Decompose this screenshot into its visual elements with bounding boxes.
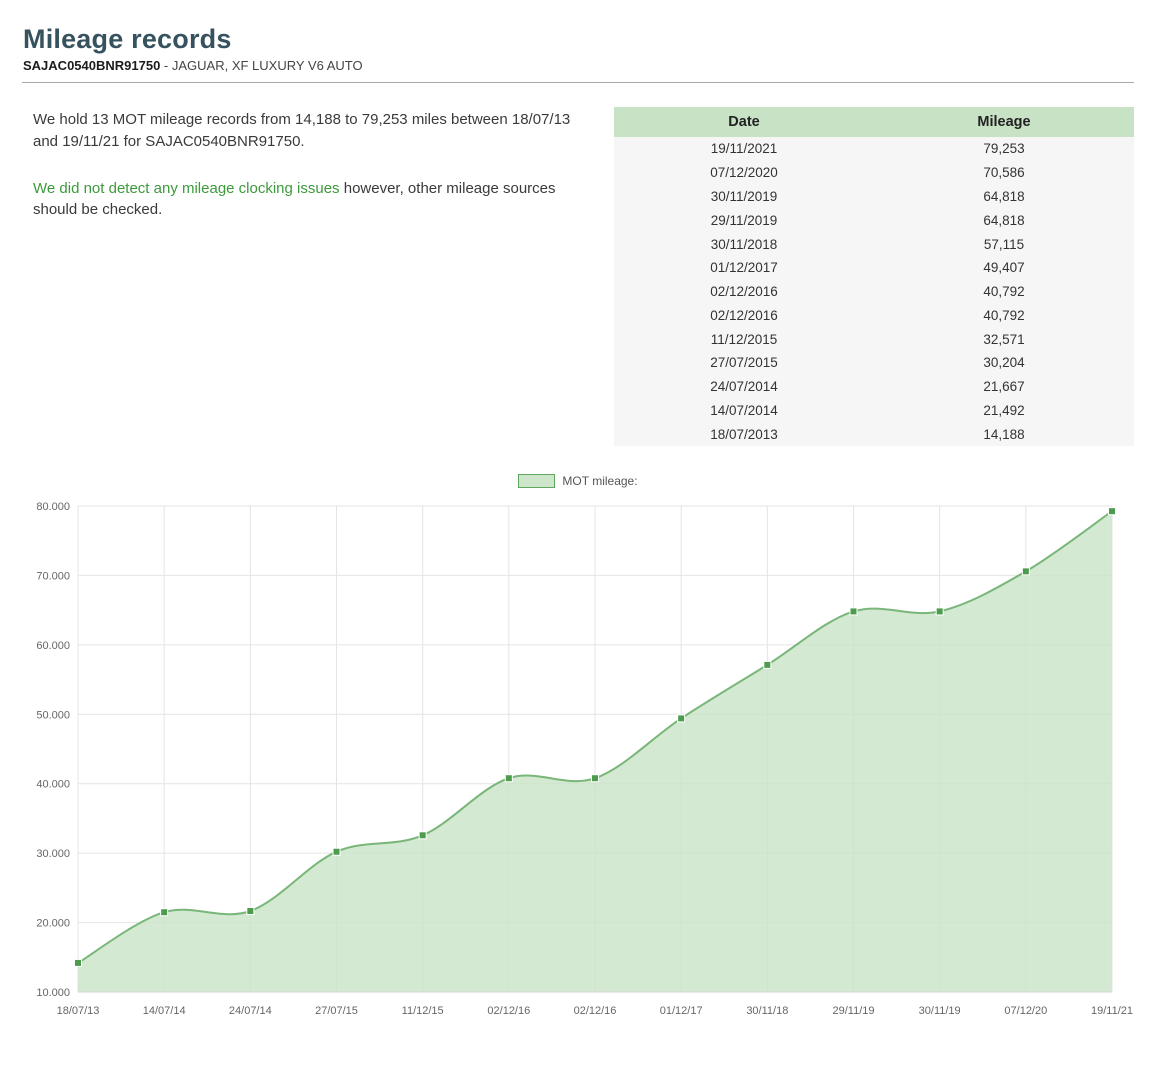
mileage-cell: 64,818 [983,212,1025,228]
mileage-cell: 57,115 [983,236,1025,252]
chart-point-marker[interactable] [1021,567,1030,576]
date-column-header: Date [614,107,874,137]
chart-point-marker[interactable] [1108,507,1116,516]
date-cell: 02/12/2016 [710,284,778,300]
mileage-cell: 21,667 [983,379,1025,395]
x-axis-tick-label: 14/07/14 [143,1005,186,1017]
table-row: 07/12/2020 70,586 [614,161,1134,185]
date-cell: 11/12/2015 [710,331,778,347]
x-axis-tick-label: 19/11/21 [1091,1005,1133,1017]
summary-text-block: We hold 13 MOT mileage records from 14,1… [22,107,578,221]
x-axis-tick-label: 02/12/16 [487,1005,530,1017]
chart-point-marker[interactable] [849,607,858,616]
x-axis-tick-label: 29/11/19 [832,1005,874,1017]
chart-point-marker[interactable] [332,847,341,856]
date-cell: 02/12/2016 [710,307,778,323]
x-axis-tick-label: 18/07/13 [57,1005,100,1017]
vehicle-description: - JAGUAR, XF LUXURY V6 AUTO [160,58,363,73]
date-cell: 14/07/2014 [710,402,778,418]
mileage-cell: 40,792 [983,307,1025,323]
y-axis-tick-label: 70.000 [36,571,70,583]
date-cell: 30/11/2019 [710,188,778,204]
table-row: 14/07/2014 21,492 [614,399,1134,423]
mileage-cell: 49,407 [983,260,1025,276]
y-axis-tick-label: 80.000 [36,501,70,513]
table-row: 02/12/2016 40,792 [614,280,1134,304]
mileage-cell: 79,253 [983,141,1025,157]
mileage-cell: 64,818 [983,188,1025,204]
clocking-status-text: We did not detect any mileage clocking i… [33,178,578,222]
table-row: 30/11/2019 64,818 [614,185,1134,209]
chart-point-marker[interactable] [591,774,599,783]
y-axis-tick-label: 40.000 [36,779,70,791]
y-axis-tick-label: 60.000 [36,640,70,652]
mileage-table-wrap: Date Mileage 19/11/2021 79,253 07/12/2020 7… [614,107,1134,447]
chart-point-marker[interactable] [74,959,82,968]
date-cell: 29/11/2019 [710,212,778,228]
date-cell: 07/12/2020 [710,165,778,181]
mileage-column-header: Mileage [874,107,1134,137]
table-row: 30/11/2018 57,115 [614,232,1134,256]
x-axis-tick-label: 11/12/15 [402,1005,444,1017]
date-cell: 24/07/2014 [710,379,778,395]
x-axis-tick-label: 07/12/20 [1004,1005,1047,1017]
mileage-chart-svg: 10.000 20.000 30.000 40.000 50.000 60.000 70.0… [36,501,1133,1017]
mileage-table: Date Mileage 19/11/2021 79,253 07/12/2020 7… [614,107,1134,447]
chart-point-marker[interactable] [677,714,686,723]
chart-point-marker[interactable] [763,661,772,670]
table-row: 27/07/2015 30,204 [614,351,1134,375]
x-axis-tick-label: 24/07/14 [229,1005,272,1017]
vehicle-subtitle: SAJAC0540BNR91750 - JAGUAR, XF LUXURY V6… [23,58,1134,73]
table-row: 01/12/2017 49,407 [614,256,1134,280]
mileage-cell: 21,492 [983,402,1025,418]
table-row: 18/07/2013 14,188 [614,422,1134,446]
date-cell: 27/07/2015 [710,355,778,371]
date-cell: 18/07/2013 [710,426,778,442]
y-axis-tick-label: 20.000 [36,918,70,930]
mileage-cell: 14,188 [983,426,1025,442]
chart-point-marker[interactable] [160,908,169,917]
mileage-cell: 40,792 [983,284,1025,300]
date-cell: 01/12/2017 [710,260,778,276]
chart-point-marker[interactable] [935,607,944,616]
page-title: Mileage records [23,24,232,54]
header-divider [22,82,1134,83]
table-row: 19/11/2021 79,253 [614,137,1134,161]
mileage-chart: 10.000 20.000 30.000 40.000 50.000 60.000 70.0… [22,492,1134,1032]
table-row: 11/12/2015 32,571 [614,327,1134,351]
records-summary-text: We hold 13 MOT mileage records from 14,1… [33,111,571,150]
mileage-table-body: 19/11/2021 79,253 07/12/2020 70,586 30/11/20… [614,137,1134,447]
y-axis-tick-label: 10.000 [36,987,70,999]
x-axis-tick-label: 01/12/17 [660,1005,703,1017]
y-axis-tick-label: 30.000 [36,848,70,860]
x-axis-tick-label: 30/11/19 [919,1005,961,1017]
date-cell: 19/11/2021 [710,141,778,157]
mileage-area-fill [78,511,1112,993]
vin-number: SAJAC0540BNR91750 [23,58,161,73]
summary-section: We hold 13 MOT mileage records from 14,1… [22,107,1134,447]
table-row: 29/11/2019 64,818 [614,208,1134,232]
clocking-caveat-text: however, other mileage sources should be… [33,179,556,219]
mileage-cell: 30,204 [983,355,1025,371]
chart-point-marker[interactable] [504,774,513,783]
mileage-table-head: Date Mileage [614,107,1134,137]
x-axis-tick-label: 02/12/16 [574,1005,617,1017]
page-header: Mileage records SAJAC0540BNR91750 - JAGU… [22,24,1134,83]
mileage-cell: 70,586 [983,165,1025,181]
date-cell: 30/11/2018 [710,236,778,252]
legend-swatch-icon [518,474,556,489]
chart-legend: MOT mileage: [22,474,1134,489]
chart-point-marker[interactable] [418,831,427,840]
x-axis-tick-label: 30/11/18 [746,1005,788,1017]
chart-point-marker[interactable] [246,907,255,916]
table-row: 02/12/2016 40,792 [614,303,1134,327]
table-row: 24/07/2014 21,667 [614,375,1134,399]
y-axis-tick-label: 50.000 [36,709,70,721]
table-header-row: Date Mileage [614,107,1134,137]
x-axis-tick-label: 27/07/15 [315,1005,358,1017]
legend-label: MOT mileage: [562,474,638,489]
chart-section: MOT mileage: 10.000 20.000 30.000 40.000 50.… [22,474,1134,1032]
clocking-ok-highlight: We did not detect any mileage clocking i… [33,179,340,197]
mileage-cell: 32,571 [983,331,1025,347]
